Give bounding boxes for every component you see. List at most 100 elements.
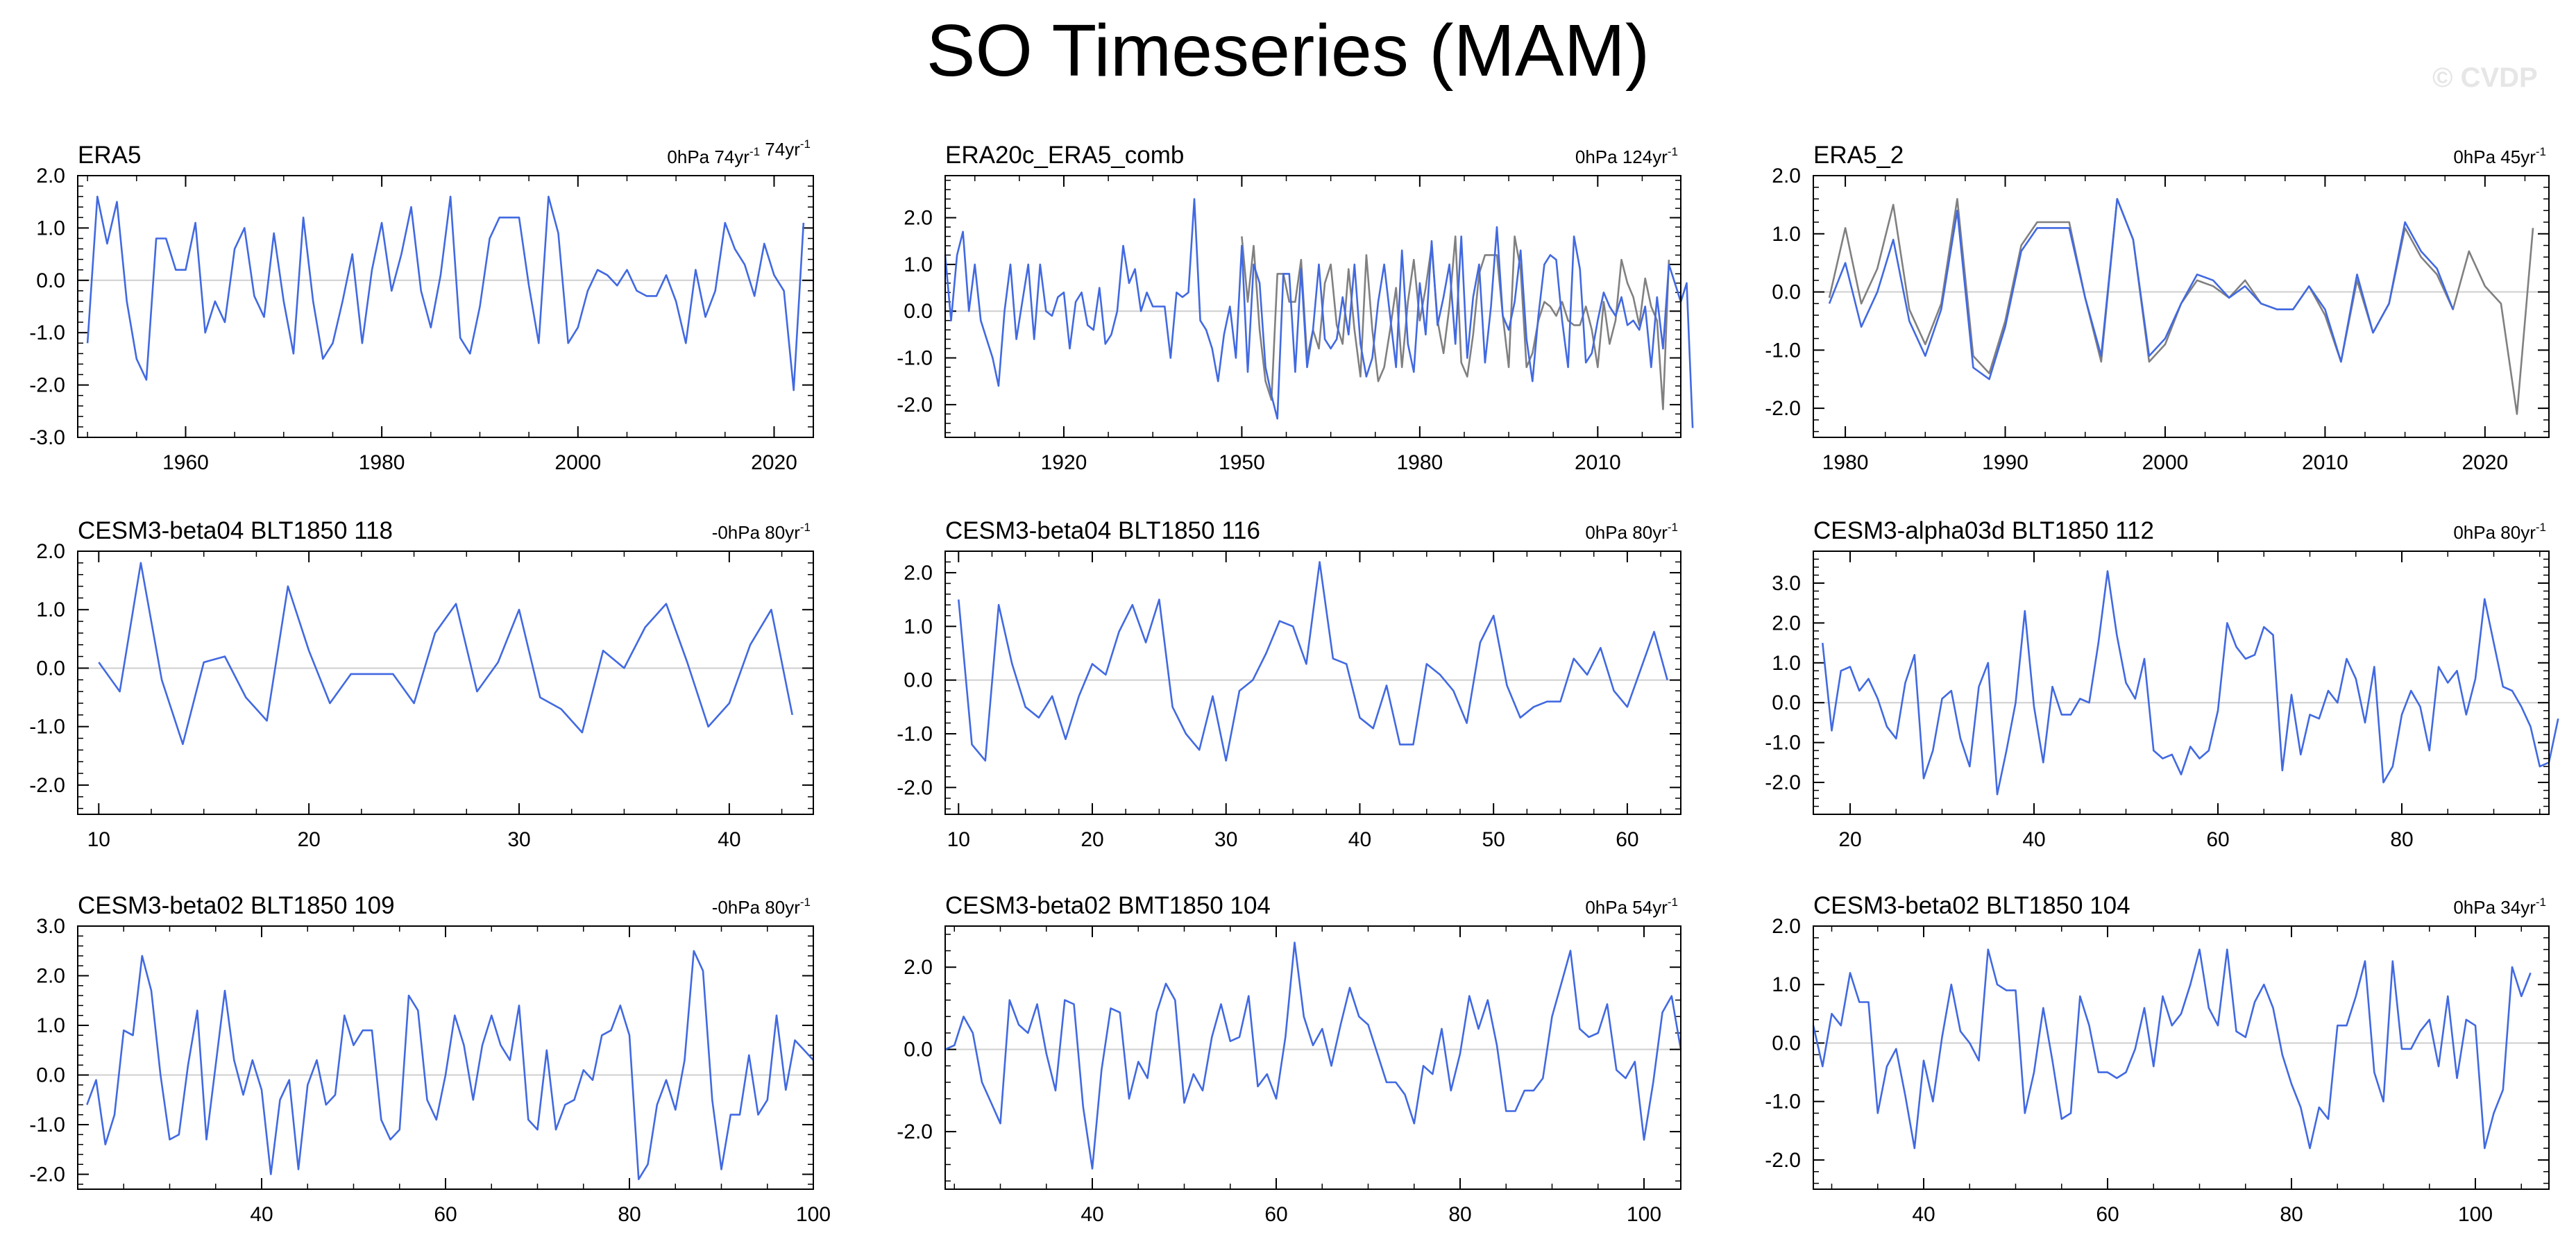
y-tick-label: 1.0 — [904, 615, 933, 638]
y-tick-label: 0.0 — [904, 1039, 933, 1061]
x-tick-label: 40 — [2022, 828, 2045, 851]
y-tick-label: 0.0 — [1772, 281, 1801, 304]
plot-frame — [77, 175, 814, 438]
x-tick-label: 40 — [1348, 828, 1371, 851]
x-tick-label: 80 — [618, 1203, 641, 1226]
series-line — [944, 198, 1694, 428]
x-tick-label: 10 — [947, 828, 970, 851]
x-tick-label: 1990 — [1982, 451, 2028, 474]
x-tick-label: 1950 — [1219, 451, 1265, 474]
y-tick-label: -1.0 — [897, 347, 933, 370]
y-tick-label: -1.0 — [29, 716, 65, 739]
x-tick-label: 80 — [1448, 1203, 1471, 1226]
y-tick-label: -1.0 — [29, 1114, 65, 1136]
x-tick-label: 80 — [2390, 828, 2413, 851]
x-tick-label: 100 — [1627, 1203, 1661, 1226]
panel-4: CESM3-beta04 BLT1850 118 -0hPa 80yr-1 10 20… — [29, 517, 814, 851]
y-tick-label: 0.0 — [36, 1064, 65, 1087]
plot-frame — [944, 551, 1681, 815]
y-tick-label: -2.0 — [1765, 1149, 1801, 1172]
x-tick-label: 60 — [2206, 828, 2229, 851]
panel-info: 0hPa 74yr-1 74yr-1 — [667, 137, 811, 167]
plot-frame — [944, 175, 1681, 438]
series-line — [1812, 948, 2532, 1150]
panel-8: CESM3-beta02 BMT1850 104 0hPa 54yr-1 40 60 8… — [897, 892, 1682, 1226]
series-line — [958, 561, 1668, 762]
series-line — [944, 941, 1682, 1170]
x-tick-label: 2000 — [554, 451, 601, 474]
y-tick-label: 1.0 — [36, 1014, 65, 1037]
y-tick-label: -1.0 — [29, 321, 65, 344]
panel-7: CESM3-beta02 BLT1850 109 -0hPa 80yr-1 40 60… — [29, 892, 831, 1226]
panel-title: ERA20c_ERA5_comb — [945, 142, 1184, 169]
y-tick-label: 2.0 — [904, 207, 933, 230]
series-line — [98, 562, 793, 746]
x-tick-label: 1920 — [1041, 451, 1087, 474]
panel-info: 0hPa 80yr-1 — [2453, 521, 2546, 543]
y-tick-label: 2.0 — [904, 956, 933, 979]
panel-title: CESM3-beta02 BMT1850 104 — [945, 892, 1271, 919]
panel-title: ERA5_2 — [1813, 142, 1904, 169]
x-tick-label: 2010 — [1575, 451, 1621, 474]
panel-title: ERA5 — [78, 142, 141, 169]
y-tick-label: 3.0 — [36, 915, 65, 938]
plot-frame — [1813, 925, 2550, 1190]
x-tick-label: 20 — [297, 828, 320, 851]
x-tick-label: 2020 — [2461, 451, 2508, 474]
y-tick-label: 2.0 — [36, 540, 65, 563]
x-tick-label: 100 — [2458, 1203, 2493, 1226]
y-tick-label: 3.0 — [1772, 572, 1801, 595]
panel-6: CESM3-alpha03d BLT1850 112 0hPa 80yr-1 20 4… — [1765, 517, 2559, 851]
y-tick-label: 1.0 — [1772, 223, 1801, 246]
x-tick-label: 20 — [1838, 828, 1861, 851]
x-tick-label: 50 — [1482, 828, 1505, 851]
x-tick-label: 40 — [250, 1203, 273, 1226]
y-tick-label: -3.0 — [29, 426, 65, 449]
plot-frame — [944, 925, 1681, 1190]
x-tick-label: 1980 — [1822, 451, 1869, 474]
y-tick-label: -1.0 — [1765, 1091, 1801, 1114]
y-tick-label: 1.0 — [1772, 973, 1801, 996]
y-tick-label: 1.0 — [36, 598, 65, 621]
panel-title: CESM3-beta04 BLT1850 118 — [78, 517, 393, 544]
plot-frame — [1813, 551, 2550, 815]
panel-title: CESM3-alpha03d BLT1850 112 — [1813, 517, 2154, 544]
x-tick-label: 30 — [507, 828, 530, 851]
x-tick-label: 1980 — [359, 451, 405, 474]
overlay-series-line — [1828, 198, 2534, 415]
y-tick-label: 0.0 — [36, 657, 65, 680]
x-tick-label: 40 — [1081, 1203, 1103, 1226]
y-tick-label: -2.0 — [29, 374, 65, 397]
panel-info: -0hPa 80yr-1 — [712, 521, 811, 543]
series-line — [1828, 198, 2454, 380]
y-tick-label: 2.0 — [1772, 612, 1801, 635]
x-tick-label: 60 — [1616, 828, 1638, 851]
x-tick-label: 60 — [2096, 1203, 2119, 1226]
y-tick-label: -2.0 — [897, 1120, 933, 1143]
y-tick-label: 2.0 — [36, 965, 65, 988]
y-tick-label: -2.0 — [897, 394, 933, 417]
y-tick-label: 0.0 — [904, 669, 933, 692]
y-tick-label: 2.0 — [904, 562, 933, 585]
y-tick-label: 1.0 — [1772, 652, 1801, 675]
y-tick-label: -1.0 — [1765, 339, 1801, 362]
y-tick-label: -2.0 — [1765, 771, 1801, 794]
y-tick-label: 0.0 — [1772, 691, 1801, 714]
x-tick-label: 80 — [2280, 1203, 2303, 1226]
y-tick-label: -2.0 — [29, 1164, 65, 1186]
x-tick-label: 2000 — [2142, 451, 2189, 474]
x-tick-label: 1960 — [162, 451, 209, 474]
panel-9: CESM3-beta02 BLT1850 104 0hPa 34yr-1 40 60 8… — [1765, 892, 2550, 1226]
x-tick-label: 20 — [1081, 828, 1103, 851]
y-tick-label: 2.0 — [36, 165, 65, 187]
y-tick-label: -2.0 — [897, 776, 933, 799]
panel-title: CESM3-beta02 BLT1850 109 — [78, 892, 395, 919]
x-tick-label: 2020 — [751, 451, 797, 474]
panel-info: 0hPa 54yr-1 — [1585, 896, 1678, 918]
panel-5: CESM3-beta04 BLT1850 116 0hPa 80yr-1 10 20 3… — [897, 517, 1681, 851]
y-tick-label: 1.0 — [904, 253, 933, 276]
panel-info: 0hPa 34yr-1 — [2453, 896, 2546, 918]
plot-frame — [77, 925, 814, 1190]
series-line — [86, 195, 805, 392]
